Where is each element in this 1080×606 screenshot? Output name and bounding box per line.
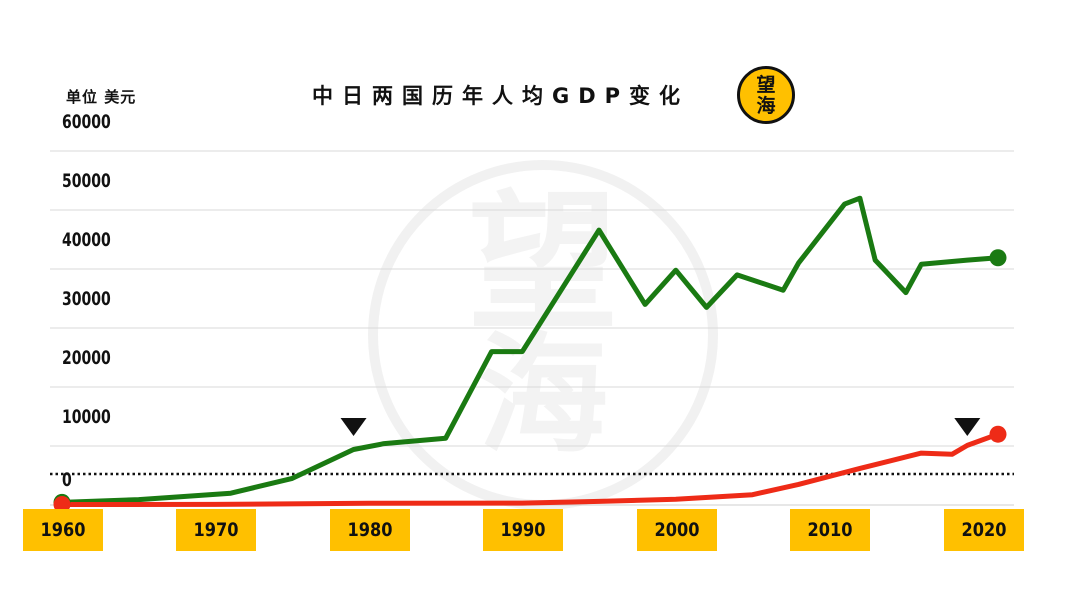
y-tick-label: 10000: [62, 406, 111, 428]
y-tick-label: 50000: [62, 170, 111, 192]
x-tick-label-box: 1960: [23, 509, 103, 551]
x-tick-label-box: 1970: [176, 509, 257, 551]
unit-label: 单位 美元: [66, 88, 137, 106]
x-tick-label-box: 2020: [943, 509, 1024, 551]
brand-logo-badge: 望 海: [737, 66, 795, 124]
x-tick-label: 1990: [500, 519, 546, 541]
x-tick-label: 1970: [193, 519, 239, 541]
x-tick-label-box: 1980: [329, 509, 410, 551]
triangle-down-marker: [954, 418, 981, 436]
series-line-1: [59, 195, 1001, 505]
series-2-start-dot: [53, 495, 71, 513]
y-tick-label: 0: [62, 469, 72, 491]
y-tick-label: 20000: [62, 347, 111, 369]
x-tick-label: 1960: [40, 519, 86, 541]
series-line-2: [59, 431, 1001, 507]
x-tick-label-box: 2010: [790, 509, 871, 551]
y-tick-label: 30000: [62, 288, 111, 310]
logo-char-2: 海: [756, 95, 776, 117]
x-tick-label: 2020: [961, 519, 1007, 541]
series-1-end-dot: [989, 249, 1007, 267]
x-tick-label: 2010: [807, 519, 853, 541]
watermark-char-2: 海: [478, 319, 608, 471]
series-2-end-dot: [989, 425, 1007, 443]
y-tick-label: 60000: [62, 111, 111, 133]
x-tick-label-box: 1990: [483, 509, 564, 551]
x-tick-label: 2000: [654, 519, 700, 541]
triangle-down-marker: [340, 418, 367, 436]
x-tick-label: 1980: [347, 519, 393, 541]
chart-title: 中日两国历年人均GDP变化: [312, 84, 690, 108]
y-tick-label: 40000: [62, 229, 111, 251]
logo-char-1: 望: [756, 74, 776, 96]
x-tick-label-box: 2000: [636, 509, 717, 551]
